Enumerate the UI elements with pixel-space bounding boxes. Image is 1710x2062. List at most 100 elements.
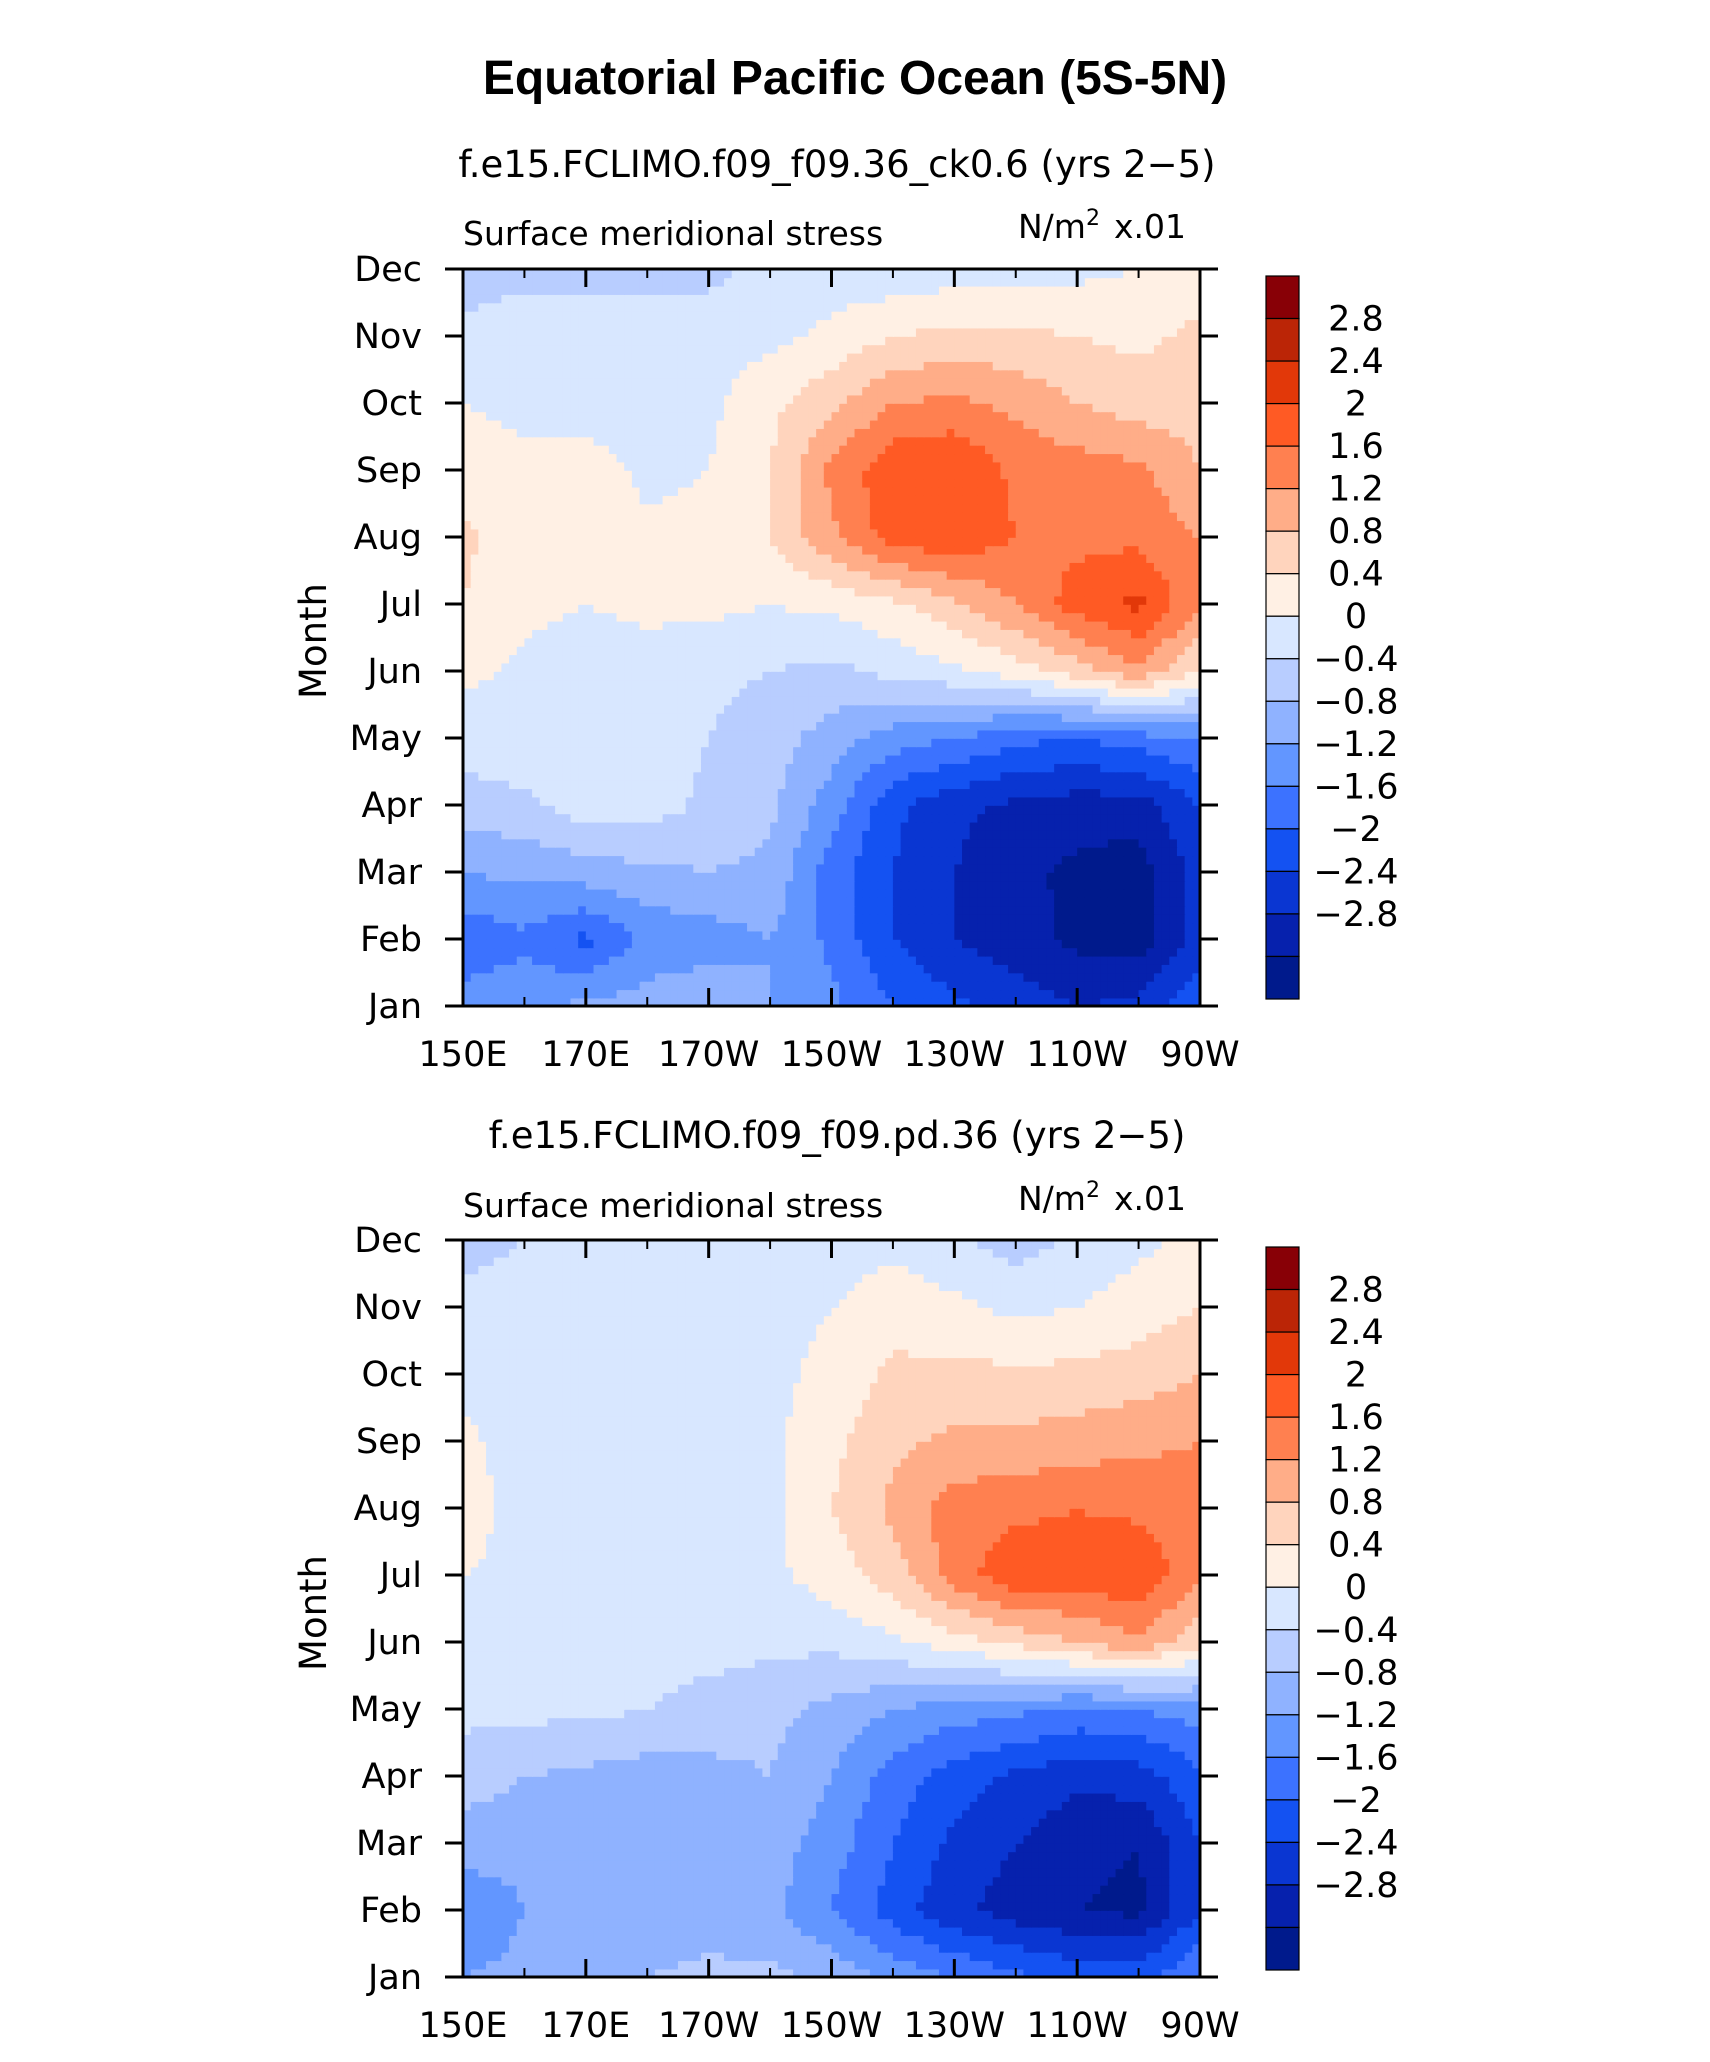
field-cell — [877, 679, 887, 689]
field-cell — [877, 788, 887, 798]
field-cell — [1115, 612, 1125, 622]
field-cell — [1146, 821, 1155, 831]
field-cell — [1015, 637, 1025, 647]
field-cell — [731, 972, 741, 982]
field-cell — [747, 746, 756, 756]
field-cell — [693, 830, 702, 840]
field-cell — [1061, 763, 1071, 773]
field-cell — [892, 838, 902, 848]
field-cell — [1031, 863, 1040, 873]
field-cell — [1192, 796, 1201, 806]
field-cell — [793, 729, 802, 739]
field-cell — [770, 922, 779, 932]
field-cell — [839, 637, 848, 647]
field-cell — [593, 872, 602, 882]
field-cell — [785, 712, 794, 723]
field-cell — [1084, 645, 1094, 656]
field-cell — [731, 863, 741, 873]
field-cell — [747, 654, 756, 664]
field-cell — [1023, 771, 1032, 781]
field-cell — [578, 771, 587, 781]
field-cell — [1123, 671, 1132, 681]
field-cell — [509, 712, 518, 723]
field-cell — [962, 738, 971, 748]
field-cell — [493, 754, 503, 764]
field-cell — [1192, 888, 1201, 898]
field-cell — [785, 763, 794, 773]
panel-1-field — [463, 269, 1201, 1007]
field-cell — [1084, 604, 1094, 614]
field-cell — [700, 796, 710, 806]
field-cell — [662, 763, 672, 773]
field-cell — [585, 913, 595, 924]
field-cell — [946, 872, 956, 882]
field-cell — [739, 897, 748, 907]
field-cell — [670, 913, 679, 924]
field-cell — [754, 578, 764, 589]
field-cell — [585, 872, 595, 882]
field-cell — [478, 637, 487, 647]
field-cell — [555, 980, 564, 991]
field-cell — [555, 813, 564, 823]
field-cell — [1000, 587, 1009, 597]
field-cell — [524, 645, 533, 656]
field-cell — [685, 712, 695, 723]
field-cell — [747, 997, 756, 1007]
field-cell — [1115, 888, 1125, 898]
field-cell — [1123, 930, 1132, 940]
field-cell — [516, 696, 526, 706]
field-cell — [539, 612, 549, 622]
field-cell — [739, 997, 748, 1007]
field-cell — [585, 779, 595, 790]
field-cell — [516, 989, 526, 999]
field-cell — [547, 763, 556, 773]
field-cell — [700, 696, 710, 706]
field-cell — [908, 972, 917, 982]
field-cell — [570, 629, 579, 639]
field-cell — [1054, 905, 1063, 915]
field-cell — [892, 947, 902, 957]
field-cell — [1031, 905, 1040, 915]
field-cell — [992, 897, 1002, 907]
field-cell — [700, 905, 710, 915]
field-cell — [1054, 997, 1063, 1007]
field-cell — [785, 855, 794, 865]
field-cell — [639, 612, 649, 622]
field-cell — [816, 888, 825, 898]
field-cell — [616, 754, 626, 764]
field-cell — [985, 846, 994, 857]
field-cell — [977, 947, 986, 957]
field-cell — [1084, 671, 1094, 681]
field-cell — [770, 838, 779, 848]
field-cell — [1100, 763, 1109, 773]
field-cell — [1138, 620, 1148, 630]
field-cell — [1184, 880, 1194, 890]
field-cell — [862, 813, 871, 823]
field-cell — [601, 980, 610, 991]
field-cell — [1169, 662, 1178, 672]
field-cell — [1115, 939, 1125, 949]
field-cell — [731, 771, 741, 781]
field-cell — [808, 712, 817, 723]
field-cell — [1107, 662, 1117, 672]
field-cell — [578, 964, 587, 974]
field-cell — [647, 997, 656, 1007]
field-cell — [724, 779, 733, 790]
field-cell — [915, 687, 925, 697]
field-cell — [938, 989, 948, 999]
field-cell — [831, 805, 840, 815]
field-cell — [1107, 947, 1117, 957]
field-cell — [1046, 754, 1055, 764]
field-cell — [869, 679, 879, 689]
field-cell — [601, 830, 610, 840]
field-cell — [992, 696, 1002, 706]
field-cell — [831, 863, 840, 873]
field-cell — [585, 821, 595, 831]
field-cell — [816, 570, 825, 580]
field-cell — [616, 779, 626, 790]
field-cell — [892, 738, 902, 748]
field-cell — [846, 972, 856, 982]
field-cell — [985, 654, 994, 664]
field-cell — [985, 729, 994, 739]
field-cell — [578, 738, 587, 748]
